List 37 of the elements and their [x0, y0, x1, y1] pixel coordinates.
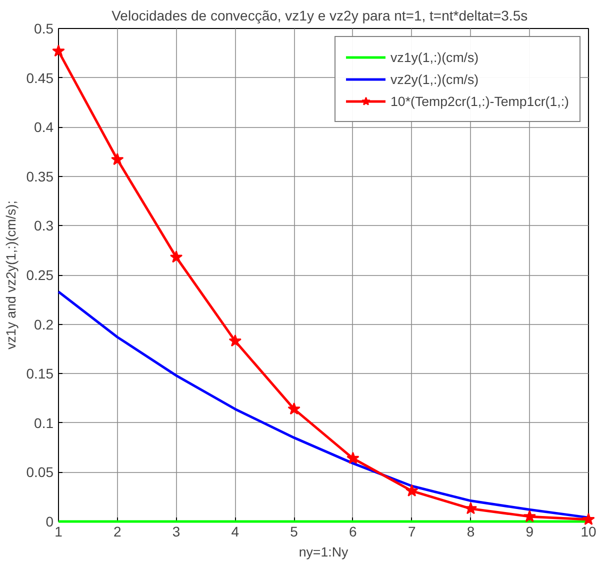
point [170, 250, 183, 263]
x-tick-label: 5 [290, 524, 298, 540]
y-tick-label: 0.5 [34, 20, 54, 36]
x-tick-label: 7 [408, 524, 416, 540]
x-tick-label: 9 [526, 524, 534, 540]
x-tick-label: 2 [113, 524, 122, 540]
y-tick-label: 0.1 [34, 414, 54, 431]
x-tick-label: 8 [466, 524, 475, 540]
x-tick-label: 10 [580, 524, 596, 540]
y-tick-label: 0.45 [26, 70, 54, 86]
point [52, 44, 65, 57]
x-tick-label: 1 [54, 524, 63, 540]
legend-label: 10*(Temp2cr(1,:)-Temp1cr(1,:) [390, 94, 569, 108]
point [464, 502, 478, 514]
point [111, 152, 124, 166]
y-tick-label: 0.3 [34, 218, 54, 234]
point [405, 484, 418, 496]
point [523, 510, 536, 522]
point [582, 512, 595, 526]
legend-label: vz1y(1,:)(cm/s) [390, 50, 479, 64]
y-tick-label: 0 [46, 514, 54, 530]
y-tick-label: 0.35 [26, 168, 54, 184]
y-tick-label: 0.05 [26, 464, 54, 480]
y-tick-label: 0.15 [26, 366, 54, 382]
y-tick-label: 0.4 [34, 119, 54, 136]
chart-title: Velocidades de convecção, vz1y e vz2y para nt=1, t=nt*deltat=3.5s [112, 8, 528, 24]
y-tick-label: 0.2 [34, 316, 54, 332]
point [346, 452, 360, 464]
x-tick-label: 4 [231, 524, 240, 540]
x-tick-label: 6 [349, 524, 358, 540]
legend-label: vz2y(1,:)(cm/s) [390, 72, 479, 86]
y-tick-label: 0.25 [26, 267, 54, 283]
y-axis-title: vz1y and vz2y(1,:)(cm/s); [3, 200, 18, 350]
point [288, 402, 300, 415]
x-tick-label: 3 [172, 524, 180, 540]
point [228, 334, 242, 347]
x-axis-title: ny=1:Ny [298, 544, 348, 560]
